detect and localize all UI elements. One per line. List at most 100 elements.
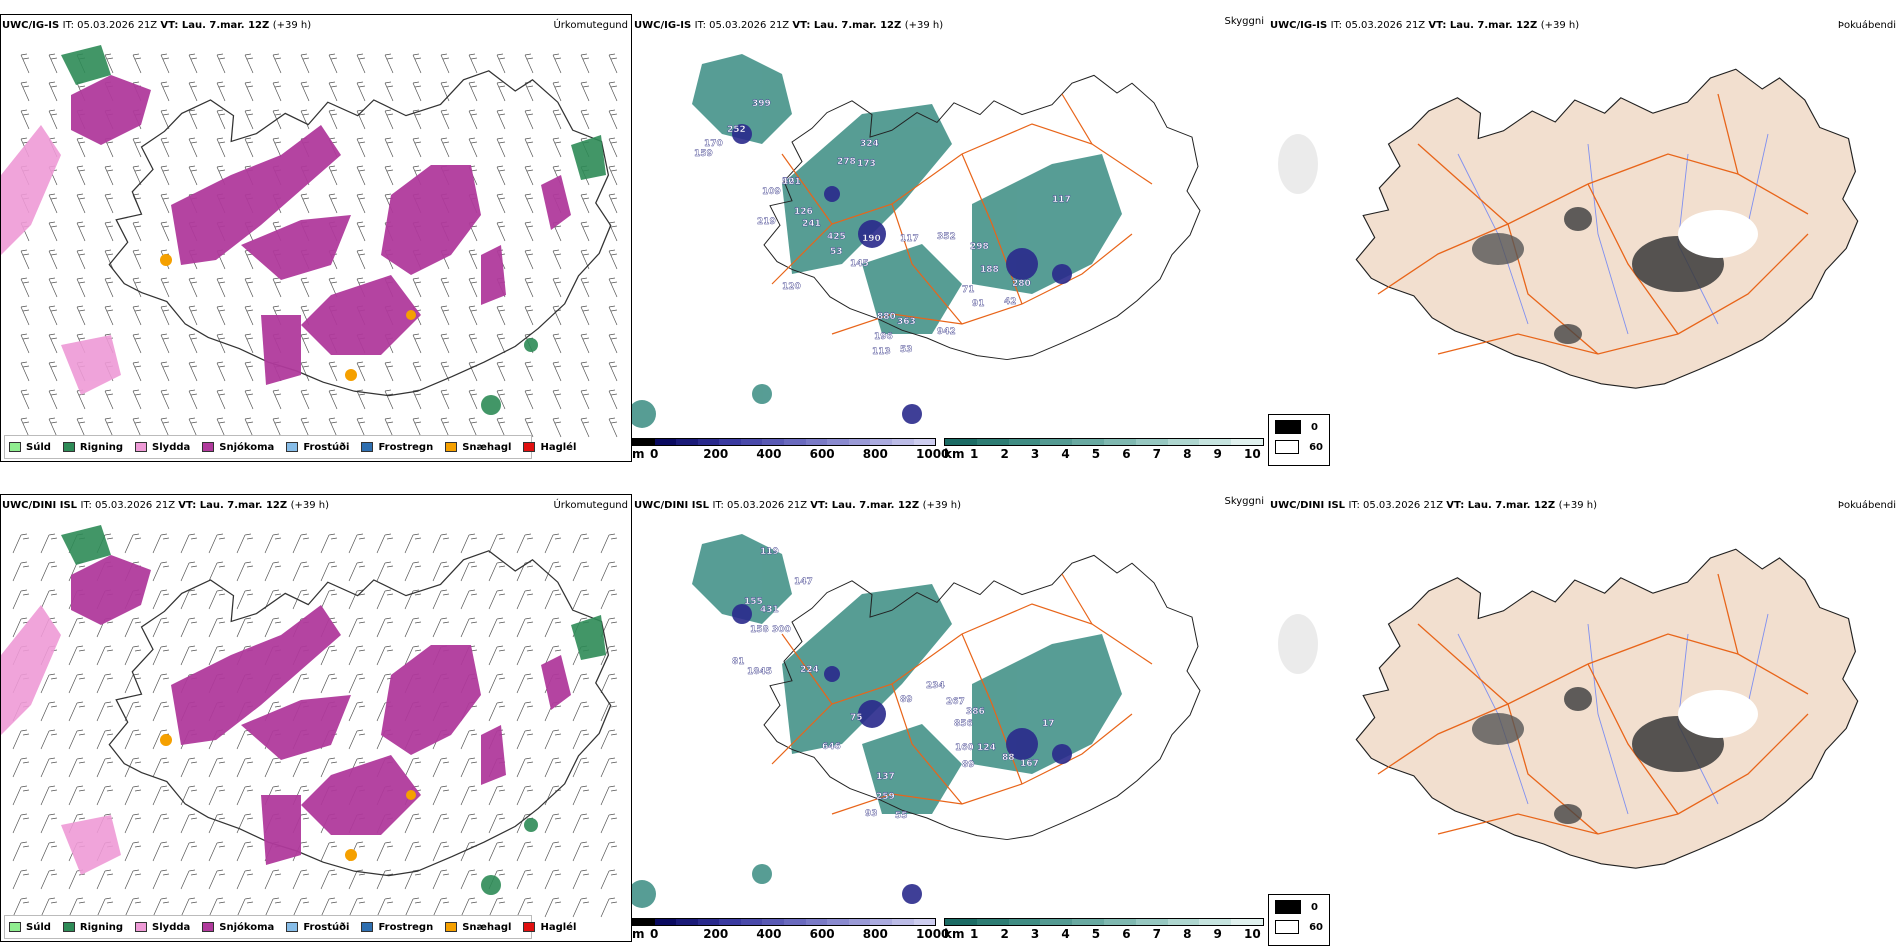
wind-barb xyxy=(48,389,58,410)
fog-map xyxy=(1268,34,1900,434)
wind-barb xyxy=(544,617,562,638)
cloud-base-label: 190 xyxy=(862,234,881,244)
wind-barb xyxy=(496,53,506,74)
init-time-value: 05.03.2026 21Z xyxy=(1363,500,1447,511)
colorbar-segment xyxy=(676,919,698,925)
wind-barb xyxy=(40,813,58,834)
colorbar-tick-label: 600 xyxy=(809,927,835,941)
wind-barb xyxy=(264,561,282,582)
wind-barb xyxy=(300,389,310,410)
wind-barb xyxy=(580,417,590,438)
wind-barb xyxy=(544,645,562,666)
wind-barb xyxy=(496,137,506,158)
colorbar-unit: m xyxy=(632,447,645,461)
wind-barb xyxy=(152,757,170,778)
cloud-base-label: 117 xyxy=(1052,195,1071,205)
wind-barb xyxy=(104,417,114,438)
wind-barb xyxy=(468,305,478,326)
colorbar-unit: km xyxy=(944,927,965,941)
init-time-label: IT: xyxy=(694,20,710,31)
wind-barb xyxy=(356,137,366,158)
wind-barb xyxy=(132,277,142,298)
wind-barb xyxy=(412,109,422,130)
wind-barb xyxy=(328,361,338,382)
legend-swatch xyxy=(286,442,299,452)
wind-barb xyxy=(348,673,366,694)
cloud-base-label: 109 xyxy=(762,187,781,197)
cloud-base-label: 117 xyxy=(900,234,919,244)
wind-barb xyxy=(488,673,506,694)
wind-barb xyxy=(516,673,534,694)
wind-barb xyxy=(468,389,478,410)
wind-barb xyxy=(356,81,366,102)
wind-barb xyxy=(572,673,590,694)
wind-barb xyxy=(208,757,226,778)
wind-barb xyxy=(300,361,310,382)
cloud-base-label: 234 xyxy=(926,681,945,691)
wind-barb xyxy=(440,277,450,298)
wind-barb xyxy=(524,53,534,74)
wind-barb xyxy=(40,897,58,918)
wind-barb xyxy=(48,53,58,74)
cloud-base-label: 55 xyxy=(895,811,908,821)
visibility-colorbar-scale xyxy=(944,918,1264,926)
wind-barb xyxy=(516,785,534,806)
wind-barb xyxy=(236,561,254,582)
cloud-base-label: 386 xyxy=(966,707,985,717)
panel-title: Úrkomutegund xyxy=(553,500,628,511)
colorbar-tick-label: 3 xyxy=(1030,927,1040,941)
wind-barb xyxy=(328,389,338,410)
wind-barb xyxy=(236,589,254,610)
fog-legend-item: 0 xyxy=(1275,899,1323,915)
fog-areas xyxy=(1278,614,1758,824)
road-network xyxy=(771,93,1153,335)
cloud-base-label: 120 xyxy=(782,282,801,292)
wind-barb xyxy=(328,193,338,214)
wind-barb xyxy=(404,841,422,862)
wind-barb xyxy=(96,897,114,918)
wind-barb xyxy=(188,109,198,130)
colorbar-segment xyxy=(913,439,936,445)
wind-barb xyxy=(552,249,562,270)
wind-barb xyxy=(524,81,534,102)
wind-barb xyxy=(572,785,590,806)
wind-barb xyxy=(608,277,618,298)
wind-barb xyxy=(412,389,422,410)
wind-barb xyxy=(188,277,198,298)
wind-barb xyxy=(572,841,590,862)
legend-swatch xyxy=(286,922,299,932)
wind-barb xyxy=(160,277,170,298)
wind-barb xyxy=(160,81,170,102)
init-time-label: IT: xyxy=(1330,20,1346,31)
legend-item: Snjókoma xyxy=(202,922,274,933)
cloud-base-label: 219 xyxy=(757,217,776,227)
fog-legend-item: 60 xyxy=(1275,439,1323,455)
cloud-base-label: 425 xyxy=(827,232,846,242)
wind-barb xyxy=(40,841,58,862)
legend-swatch xyxy=(361,442,374,452)
wind-barb xyxy=(524,277,534,298)
fog-legend-item: 0 xyxy=(1275,419,1323,435)
cloud-base-label: 880 xyxy=(877,312,896,322)
cloud-base-label: 91 xyxy=(972,299,985,309)
wind-barb xyxy=(356,221,366,242)
wind-barb xyxy=(188,81,198,102)
wind-barb xyxy=(320,757,338,778)
wind-barb xyxy=(68,617,86,638)
cloud-base-label: 646 xyxy=(822,742,841,752)
init-time-label: IT: xyxy=(1348,500,1364,511)
wind-barb xyxy=(348,561,366,582)
wind-barb xyxy=(300,193,310,214)
wind-barb xyxy=(580,193,590,214)
wind-barb xyxy=(104,193,114,214)
model-name: UWC/IG-IS xyxy=(634,20,695,31)
wind-barb xyxy=(600,729,618,750)
wind-barb xyxy=(104,221,114,242)
wind-barb xyxy=(152,673,170,694)
legend-label: Rigning xyxy=(79,441,124,453)
cloud-base-cells xyxy=(732,604,1072,904)
colorbar-tick-label: 8 xyxy=(1183,927,1192,941)
wind-barb xyxy=(608,81,618,102)
wind-barb xyxy=(572,589,590,610)
wind-barb xyxy=(180,617,198,638)
